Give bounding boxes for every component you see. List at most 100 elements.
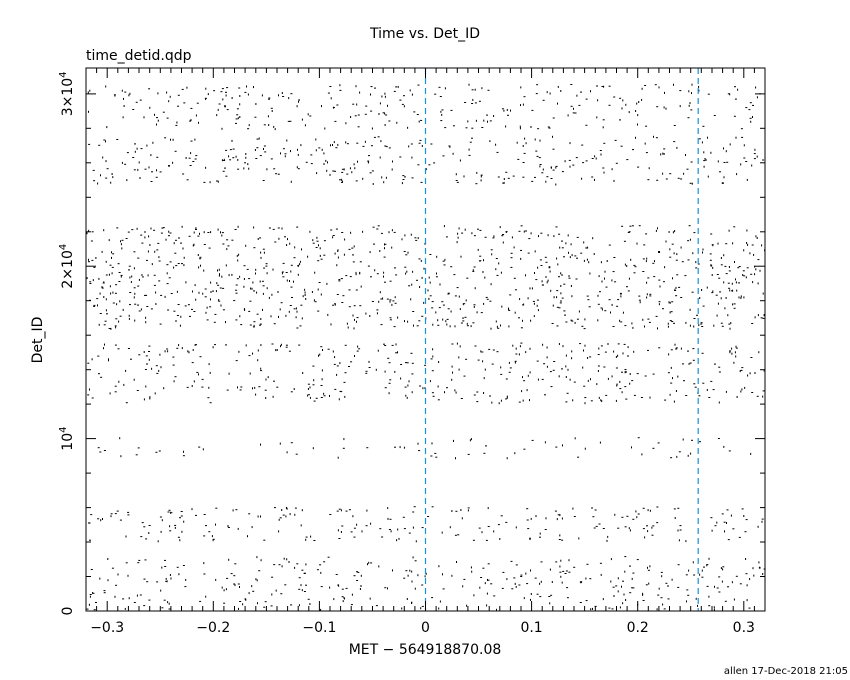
data-point xyxy=(636,516,638,519)
data-point xyxy=(293,388,295,390)
data-point xyxy=(235,289,238,291)
data-point xyxy=(738,266,741,267)
data-point xyxy=(669,301,671,304)
data-point xyxy=(520,249,522,251)
data-point xyxy=(137,257,140,259)
data-point xyxy=(529,287,531,290)
data-point xyxy=(134,303,137,305)
data-point xyxy=(186,86,188,89)
data-point xyxy=(523,96,526,98)
data-point xyxy=(477,359,480,361)
data-point xyxy=(689,102,691,105)
data-point xyxy=(689,324,691,327)
data-point xyxy=(186,179,189,181)
data-point xyxy=(481,127,484,128)
data-point xyxy=(279,308,281,311)
data-point xyxy=(583,385,586,387)
data-point xyxy=(472,322,475,324)
data-point xyxy=(341,180,343,183)
y-tick-label: 104 xyxy=(58,426,76,450)
data-point xyxy=(110,513,113,515)
data-point xyxy=(127,574,129,577)
data-point xyxy=(368,360,370,363)
data-point xyxy=(619,388,622,390)
data-point xyxy=(636,373,639,375)
data-point xyxy=(505,125,507,128)
data-point xyxy=(627,346,629,349)
data-point xyxy=(690,161,693,163)
data-point xyxy=(120,240,121,243)
data-point xyxy=(520,327,523,329)
data-point xyxy=(524,137,526,140)
data-point xyxy=(173,242,175,245)
data-point xyxy=(758,351,760,354)
data-point xyxy=(636,102,638,105)
data-point xyxy=(341,596,344,598)
data-point xyxy=(595,157,597,160)
data-point xyxy=(212,539,214,542)
data-point xyxy=(115,584,118,586)
data-point xyxy=(247,163,249,166)
data-point xyxy=(519,345,521,348)
data-point xyxy=(595,525,598,527)
data-point xyxy=(737,88,739,91)
data-point xyxy=(598,396,600,399)
data-point xyxy=(136,594,138,597)
data-point xyxy=(100,376,103,378)
data-point xyxy=(350,116,352,118)
data-point xyxy=(289,120,292,122)
data-point xyxy=(505,231,507,233)
data-point xyxy=(203,514,206,515)
data-point xyxy=(565,570,568,572)
data-point xyxy=(297,264,299,267)
data-point xyxy=(145,538,148,540)
data-point xyxy=(668,231,670,233)
data-point xyxy=(347,326,349,329)
data-point xyxy=(456,342,458,345)
data-point xyxy=(733,115,736,117)
data-point xyxy=(191,385,193,387)
data-point xyxy=(169,261,172,263)
data-point xyxy=(99,451,102,453)
data-point xyxy=(359,305,362,307)
data-point xyxy=(456,561,457,563)
data-point xyxy=(284,236,286,238)
data-point xyxy=(480,179,482,182)
data-point xyxy=(719,291,722,293)
data-point xyxy=(222,170,225,172)
data-point xyxy=(514,582,516,585)
data-point xyxy=(583,349,584,352)
data-point xyxy=(185,578,187,581)
data-point xyxy=(228,274,230,277)
data-point xyxy=(568,159,571,161)
data-point xyxy=(290,180,292,183)
data-point xyxy=(384,124,386,126)
data-point xyxy=(302,295,304,298)
data-point xyxy=(190,152,192,155)
data-point xyxy=(238,253,240,256)
data-point xyxy=(136,227,138,230)
data-point xyxy=(91,397,94,399)
data-point xyxy=(166,117,169,119)
data-point xyxy=(257,238,259,240)
data-point xyxy=(752,116,753,118)
data-point xyxy=(330,144,331,147)
data-point xyxy=(106,126,108,129)
data-point xyxy=(365,105,368,107)
data-point xyxy=(343,381,346,383)
data-point xyxy=(309,603,311,605)
data-point xyxy=(305,538,307,541)
data-point xyxy=(565,401,568,403)
data-point xyxy=(276,386,279,388)
data-point xyxy=(220,231,221,234)
data-point xyxy=(692,252,694,255)
data-point xyxy=(677,375,679,378)
data-point xyxy=(265,263,268,265)
data-point xyxy=(355,85,357,88)
data-point xyxy=(182,455,185,457)
data-point xyxy=(699,573,701,576)
data-point xyxy=(223,160,226,161)
data-point xyxy=(195,155,198,157)
data-point xyxy=(368,155,370,157)
data-point xyxy=(509,294,512,296)
